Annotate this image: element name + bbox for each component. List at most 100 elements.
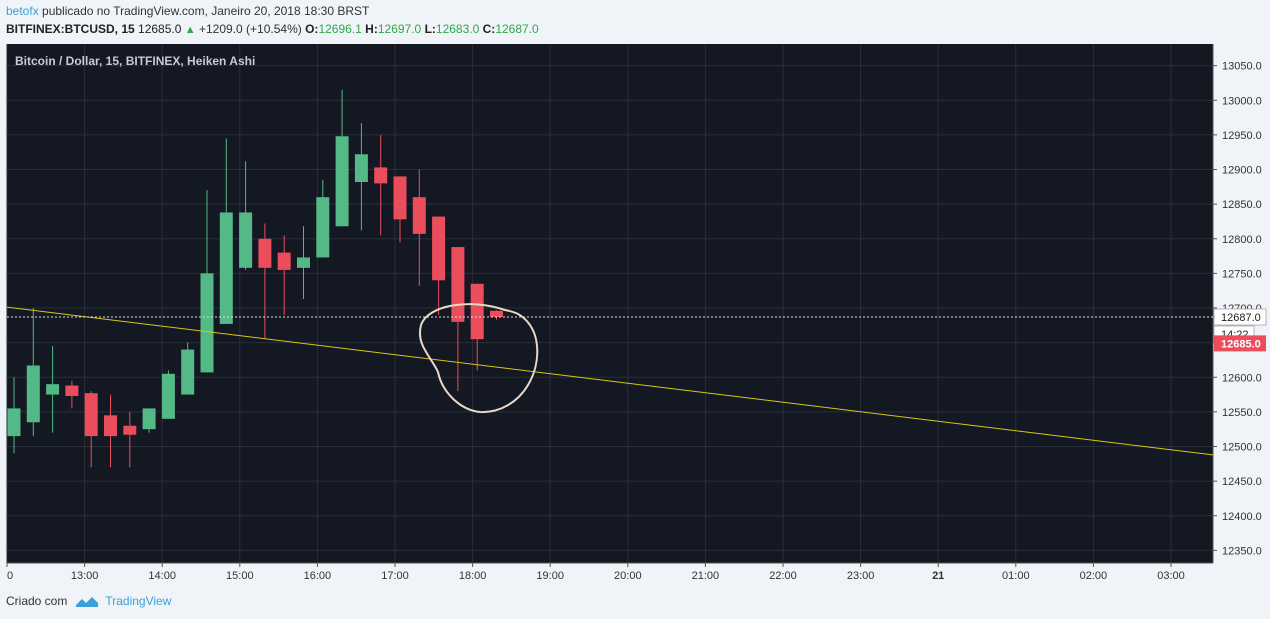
plot-area[interactable] — [7, 44, 1213, 563]
candle[interactable] — [239, 161, 253, 270]
chart-title: Bitcoin / Dollar, 15, BITFINEX, Heiken A… — [15, 54, 255, 68]
price-change: +1209.0 (+10.54%) — [199, 22, 302, 36]
published-text: publicado no TradingView.com, Janeiro 20… — [38, 4, 370, 18]
candle[interactable] — [84, 391, 98, 468]
price-labels: 12687.0 14:22 12685.0 — [1213, 308, 1267, 352]
x-tick-label: 0 — [7, 570, 13, 582]
candle[interactable] — [451, 247, 465, 392]
open-label: O: — [305, 22, 319, 36]
y-tick-label: 13050.0 — [1222, 61, 1262, 73]
author-link[interactable]: betofx — [6, 4, 39, 18]
candle-body — [65, 385, 79, 396]
candle[interactable] — [104, 394, 117, 468]
open-value: 12696.1 — [318, 22, 362, 36]
x-axis: 0 13:00 14:00 15:00 16:00 17:00 18:00 19:00 20:0… — [6, 562, 1213, 582]
candle[interactable] — [123, 411, 137, 468]
x-tick-label: 02:00 — [1080, 570, 1108, 582]
candle[interactable] — [181, 342, 195, 395]
hand-drawn-circle[interactable] — [418, 303, 539, 414]
candle[interactable] — [470, 283, 484, 371]
candle[interactable] — [258, 223, 272, 340]
candle-body — [297, 257, 310, 268]
tradingview-logo-icon[interactable] — [75, 594, 99, 608]
high-label: H: — [365, 22, 378, 36]
x-tick-label: 22:00 — [769, 570, 797, 582]
candle-body — [277, 252, 291, 270]
candle[interactable] — [65, 380, 79, 409]
x-tick-label: 21:00 — [692, 570, 720, 582]
candlestick-chart[interactable]: 0 13:00 14:00 15:00 16:00 17:00 18:00 19:00 20:0… — [0, 0, 1270, 590]
x-tick-label: 03:00 — [1157, 570, 1185, 582]
candle-body — [219, 212, 233, 324]
candle-body — [142, 408, 156, 430]
y-tick-label: 12550.0 — [1222, 407, 1262, 419]
x-tick-label: 16:00 — [304, 570, 332, 582]
y-tick-label: 12350.0 — [1222, 545, 1262, 557]
low-label: L: — [424, 22, 436, 36]
x-tick-label: 19:00 — [536, 570, 564, 582]
high-value: 12697.0 — [377, 22, 422, 36]
symbol-label: BITFINEX:BTCUSD, 15 — [6, 22, 135, 36]
last-close-label-bg — [1213, 308, 1267, 326]
candle-body — [258, 238, 272, 268]
candle-body — [451, 247, 465, 322]
created-with-label: Criado com — [6, 594, 68, 608]
candle-body — [200, 273, 214, 373]
ohlc-header: BITFINEX:BTCUSD, 15 12685.0 ▲ +1209.0 (+… — [6, 22, 539, 36]
x-tick-label: 18:00 — [459, 570, 487, 582]
footer: Criado com TradingView — [6, 594, 171, 608]
x-tick-label: 14:00 — [148, 570, 176, 582]
y-tick-label: 12750.0 — [1222, 268, 1262, 280]
x-tick-label: 21 — [932, 570, 944, 582]
candle[interactable] — [7, 377, 21, 454]
candle[interactable] — [277, 235, 291, 315]
candle-body — [161, 373, 175, 419]
current-price-label: 12685.0 — [1221, 338, 1261, 350]
y-tick-label: 12500.0 — [1222, 442, 1262, 454]
close-label: C: — [482, 22, 496, 36]
candle[interactable] — [46, 346, 60, 433]
candle-body — [354, 154, 368, 182]
trendline[interactable] — [6, 306, 1214, 456]
last-close-label: 12687.0 — [1221, 312, 1261, 324]
x-tick-label: 17:00 — [381, 570, 409, 582]
y-tick-label: 13000.0 — [1222, 95, 1262, 107]
candle[interactable] — [200, 190, 214, 373]
y-tick-label: 12400.0 — [1222, 511, 1262, 523]
x-tick-label: 20:00 — [614, 570, 642, 582]
candle[interactable] — [432, 216, 446, 315]
candle[interactable] — [412, 169, 426, 286]
candles — [7, 89, 503, 468]
current-price-label-bg — [1214, 335, 1266, 352]
candle[interactable] — [297, 226, 310, 299]
y-tick-label: 12800.0 — [1222, 234, 1262, 246]
candle-body — [123, 425, 137, 435]
candle-body — [335, 136, 349, 227]
candle[interactable] — [316, 179, 330, 258]
close-value: 12687.0 — [495, 22, 539, 36]
tradingview-brand-link[interactable]: TradingView — [105, 594, 172, 608]
candle[interactable] — [374, 134, 388, 236]
y-tick-label: 12450.0 — [1222, 476, 1262, 488]
candle[interactable] — [142, 408, 156, 433]
candle-body — [7, 408, 21, 437]
candle[interactable] — [26, 308, 40, 437]
candle[interactable] — [354, 123, 368, 231]
candle[interactable] — [161, 370, 175, 419]
candle-body — [490, 310, 503, 318]
up-triangle-icon: ▲ — [184, 24, 196, 36]
candle[interactable] — [393, 176, 407, 243]
low-value: 12683.0 — [435, 22, 480, 36]
y-tick-label: 12850.0 — [1222, 199, 1262, 211]
candle[interactable] — [490, 310, 503, 320]
publish-info: betofx publicado no TradingView.com, Jan… — [6, 4, 369, 18]
candle[interactable] — [219, 138, 233, 324]
y-tick-label: 12950.0 — [1222, 130, 1262, 142]
candle-body — [393, 176, 407, 220]
x-tick-label: 13:00 — [71, 570, 99, 582]
x-tick-label: 01:00 — [1002, 570, 1030, 582]
candle[interactable] — [335, 89, 349, 227]
candle-body — [412, 197, 426, 234]
candle-body — [239, 212, 253, 268]
candle-body — [316, 197, 330, 258]
